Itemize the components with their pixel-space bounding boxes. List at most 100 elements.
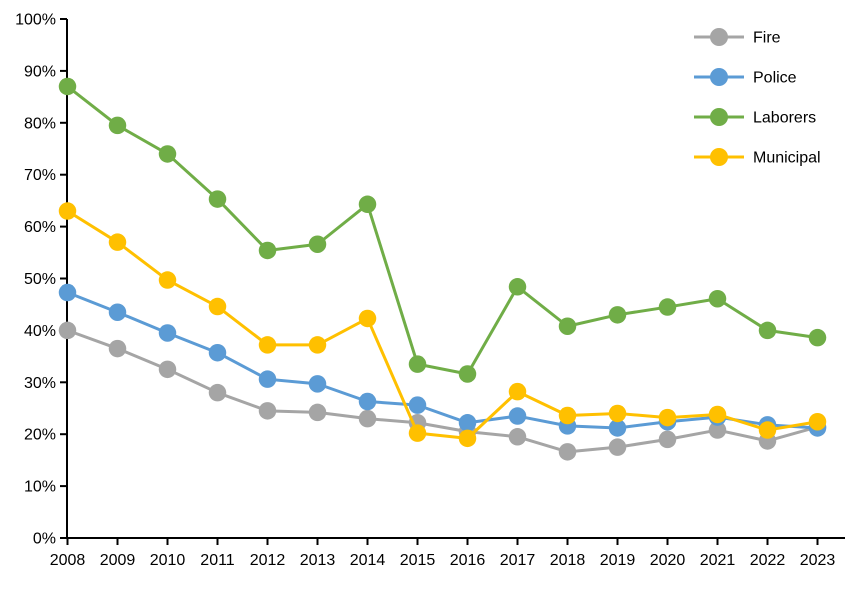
y-axis-tick-label: 100% [15,12,56,29]
x-axis-tick-label: 2015 [400,552,436,569]
data-point-municipal-2014 [358,309,377,328]
legend-marker [710,148,728,166]
legend-label: Fire [753,30,781,47]
data-point-laborers-2023 [808,328,827,347]
data-point-fire-2008 [58,321,77,340]
data-point-police-2016 [458,414,477,432]
data-point-municipal-2010 [158,271,177,289]
y-axis-tick-label: 80% [24,115,56,132]
data-point-police-2008 [58,283,77,302]
legend-item-police: Police [694,68,797,87]
data-point-municipal-2013 [308,336,327,354]
x-axis-tick-label: 2019 [600,552,636,569]
data-point-laborers-2011 [208,190,227,208]
data-point-municipal-2016 [458,429,477,448]
y-axis-tick-label: 70% [24,167,56,184]
data-point-police-2013 [308,375,327,393]
legend-marker [710,28,728,46]
y-axis-tick-label: 90% [24,63,56,80]
legend-marker [710,68,728,86]
legend-item-municipal: Municipal [694,148,821,167]
data-point-police-2017 [508,407,527,425]
x-axis-tick-label: 2018 [550,552,586,569]
data-point-fire-2019 [608,438,627,456]
x-axis-tick-label: 2012 [250,552,286,569]
data-point-laborers-2017 [508,278,527,296]
data-point-municipal-2022 [758,421,777,439]
data-point-municipal-2018 [558,406,577,425]
data-point-fire-2013 [308,403,327,422]
data-point-fire-2018 [558,443,577,461]
y-axis-tick-label: 40% [24,323,56,340]
series-line-laborers [66,85,818,376]
legend-item-laborers: Laborers [694,108,816,127]
y-axis-tick-label: 20% [24,427,56,444]
data-point-fire-2021 [708,421,727,439]
data-point-police-2014 [358,392,377,411]
x-axis-tick-label: 2016 [450,552,486,569]
series-line-fire [66,328,818,454]
x-axis-tick-label: 2010 [150,552,186,569]
data-point-municipal-2011 [208,297,227,316]
series-line-police [66,291,818,430]
data-point-fire-2012 [258,402,277,420]
data-point-laborers-2012 [258,241,277,260]
data-point-police-2012 [258,370,277,388]
data-point-municipal-2023 [808,412,827,431]
x-axis-tick-label: 2013 [300,552,336,569]
legend-label: Municipal [753,150,821,167]
legend-item-fire: Fire [694,28,781,47]
y-axis-tick-label: 60% [24,219,56,236]
data-point-municipal-2021 [708,405,727,424]
data-point-fire-2020 [658,430,677,449]
data-point-laborers-2021 [708,289,727,308]
x-axis-tick-label: 2011 [200,552,235,569]
data-point-laborers-2018 [558,317,577,335]
data-point-laborers-2016 [458,365,477,383]
data-point-fire-2010 [158,360,177,379]
x-axis-tick-label: 2020 [650,552,686,569]
data-point-laborers-2015 [408,355,427,373]
data-point-municipal-2020 [658,408,677,427]
legend-marker [710,108,728,126]
y-axis-tick-label: 50% [24,271,56,288]
data-point-police-2011 [208,343,227,362]
data-point-police-2015 [408,396,427,414]
legend-label: Police [753,70,797,87]
y-axis-tick-label: 30% [24,375,56,392]
data-point-fire-2009 [108,339,127,358]
series-line-municipal [66,209,818,440]
x-axis-tick-label: 2008 [50,552,86,569]
data-point-laborers-2008 [58,77,77,96]
data-point-fire-2014 [358,409,377,428]
data-point-municipal-2017 [508,382,527,401]
data-point-laborers-2019 [608,306,627,324]
x-axis-tick-label: 2009 [100,552,136,569]
data-point-laborers-2013 [308,235,327,253]
data-point-municipal-2019 [608,404,627,423]
data-point-laborers-2014 [358,195,377,214]
y-axis-tick-label: 10% [24,479,56,496]
data-point-fire-2011 [208,383,227,402]
x-axis-tick-label: 2023 [800,552,836,569]
data-point-municipal-2008 [58,202,77,220]
data-point-municipal-2015 [408,424,427,442]
x-axis-tick-label: 2022 [750,552,786,569]
data-point-fire-2017 [508,428,527,446]
data-point-municipal-2012 [258,336,277,354]
data-point-police-2019 [608,419,627,437]
data-point-police-2010 [158,324,177,342]
x-axis-tick-label: 2017 [500,552,536,569]
x-axis-tick-label: 2014 [350,552,386,569]
data-point-laborers-2010 [158,145,177,163]
legend-label: Laborers [753,110,816,127]
x-axis-tick-label: 2021 [700,552,736,569]
data-point-laborers-2022 [758,321,777,340]
data-point-municipal-2009 [108,233,127,251]
data-point-police-2009 [108,303,127,321]
data-point-laborers-2020 [658,298,677,316]
data-point-laborers-2009 [108,116,127,135]
y-axis-tick-label: 0% [33,531,56,548]
